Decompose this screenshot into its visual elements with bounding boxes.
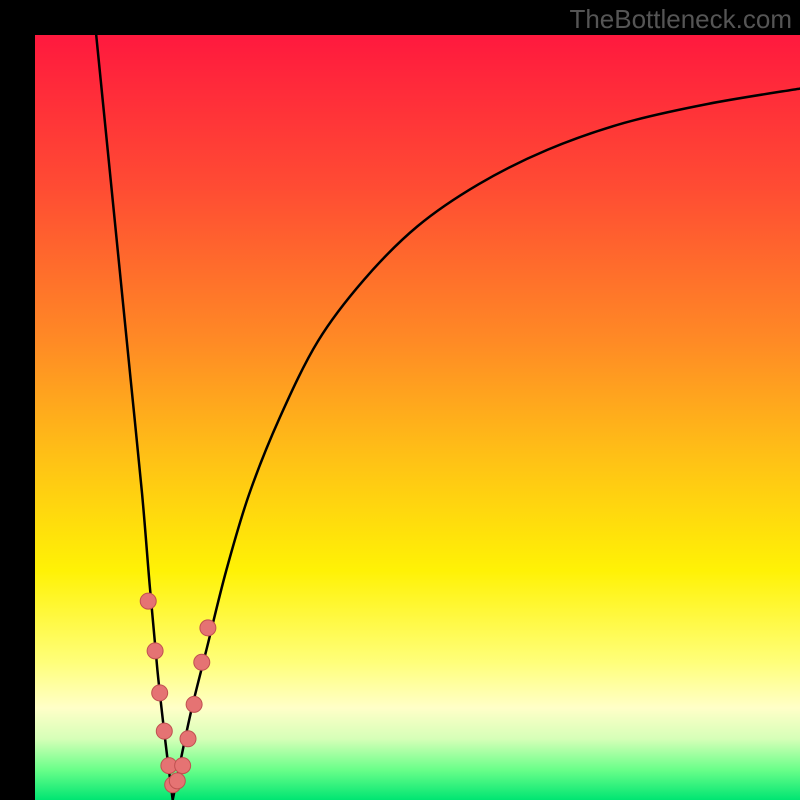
chart-svg bbox=[0, 0, 800, 800]
data-marker bbox=[180, 731, 196, 747]
data-marker bbox=[156, 723, 172, 739]
chart-background-gradient bbox=[35, 35, 800, 800]
data-marker bbox=[186, 696, 202, 712]
data-marker bbox=[200, 620, 216, 636]
data-marker bbox=[194, 654, 210, 670]
watermark-text: TheBottleneck.com bbox=[569, 4, 792, 35]
data-marker bbox=[147, 643, 163, 659]
data-marker bbox=[175, 758, 191, 774]
data-marker bbox=[169, 773, 185, 789]
data-marker bbox=[140, 593, 156, 609]
bottleneck-chart: TheBottleneck.com bbox=[0, 0, 800, 800]
data-marker bbox=[152, 685, 168, 701]
